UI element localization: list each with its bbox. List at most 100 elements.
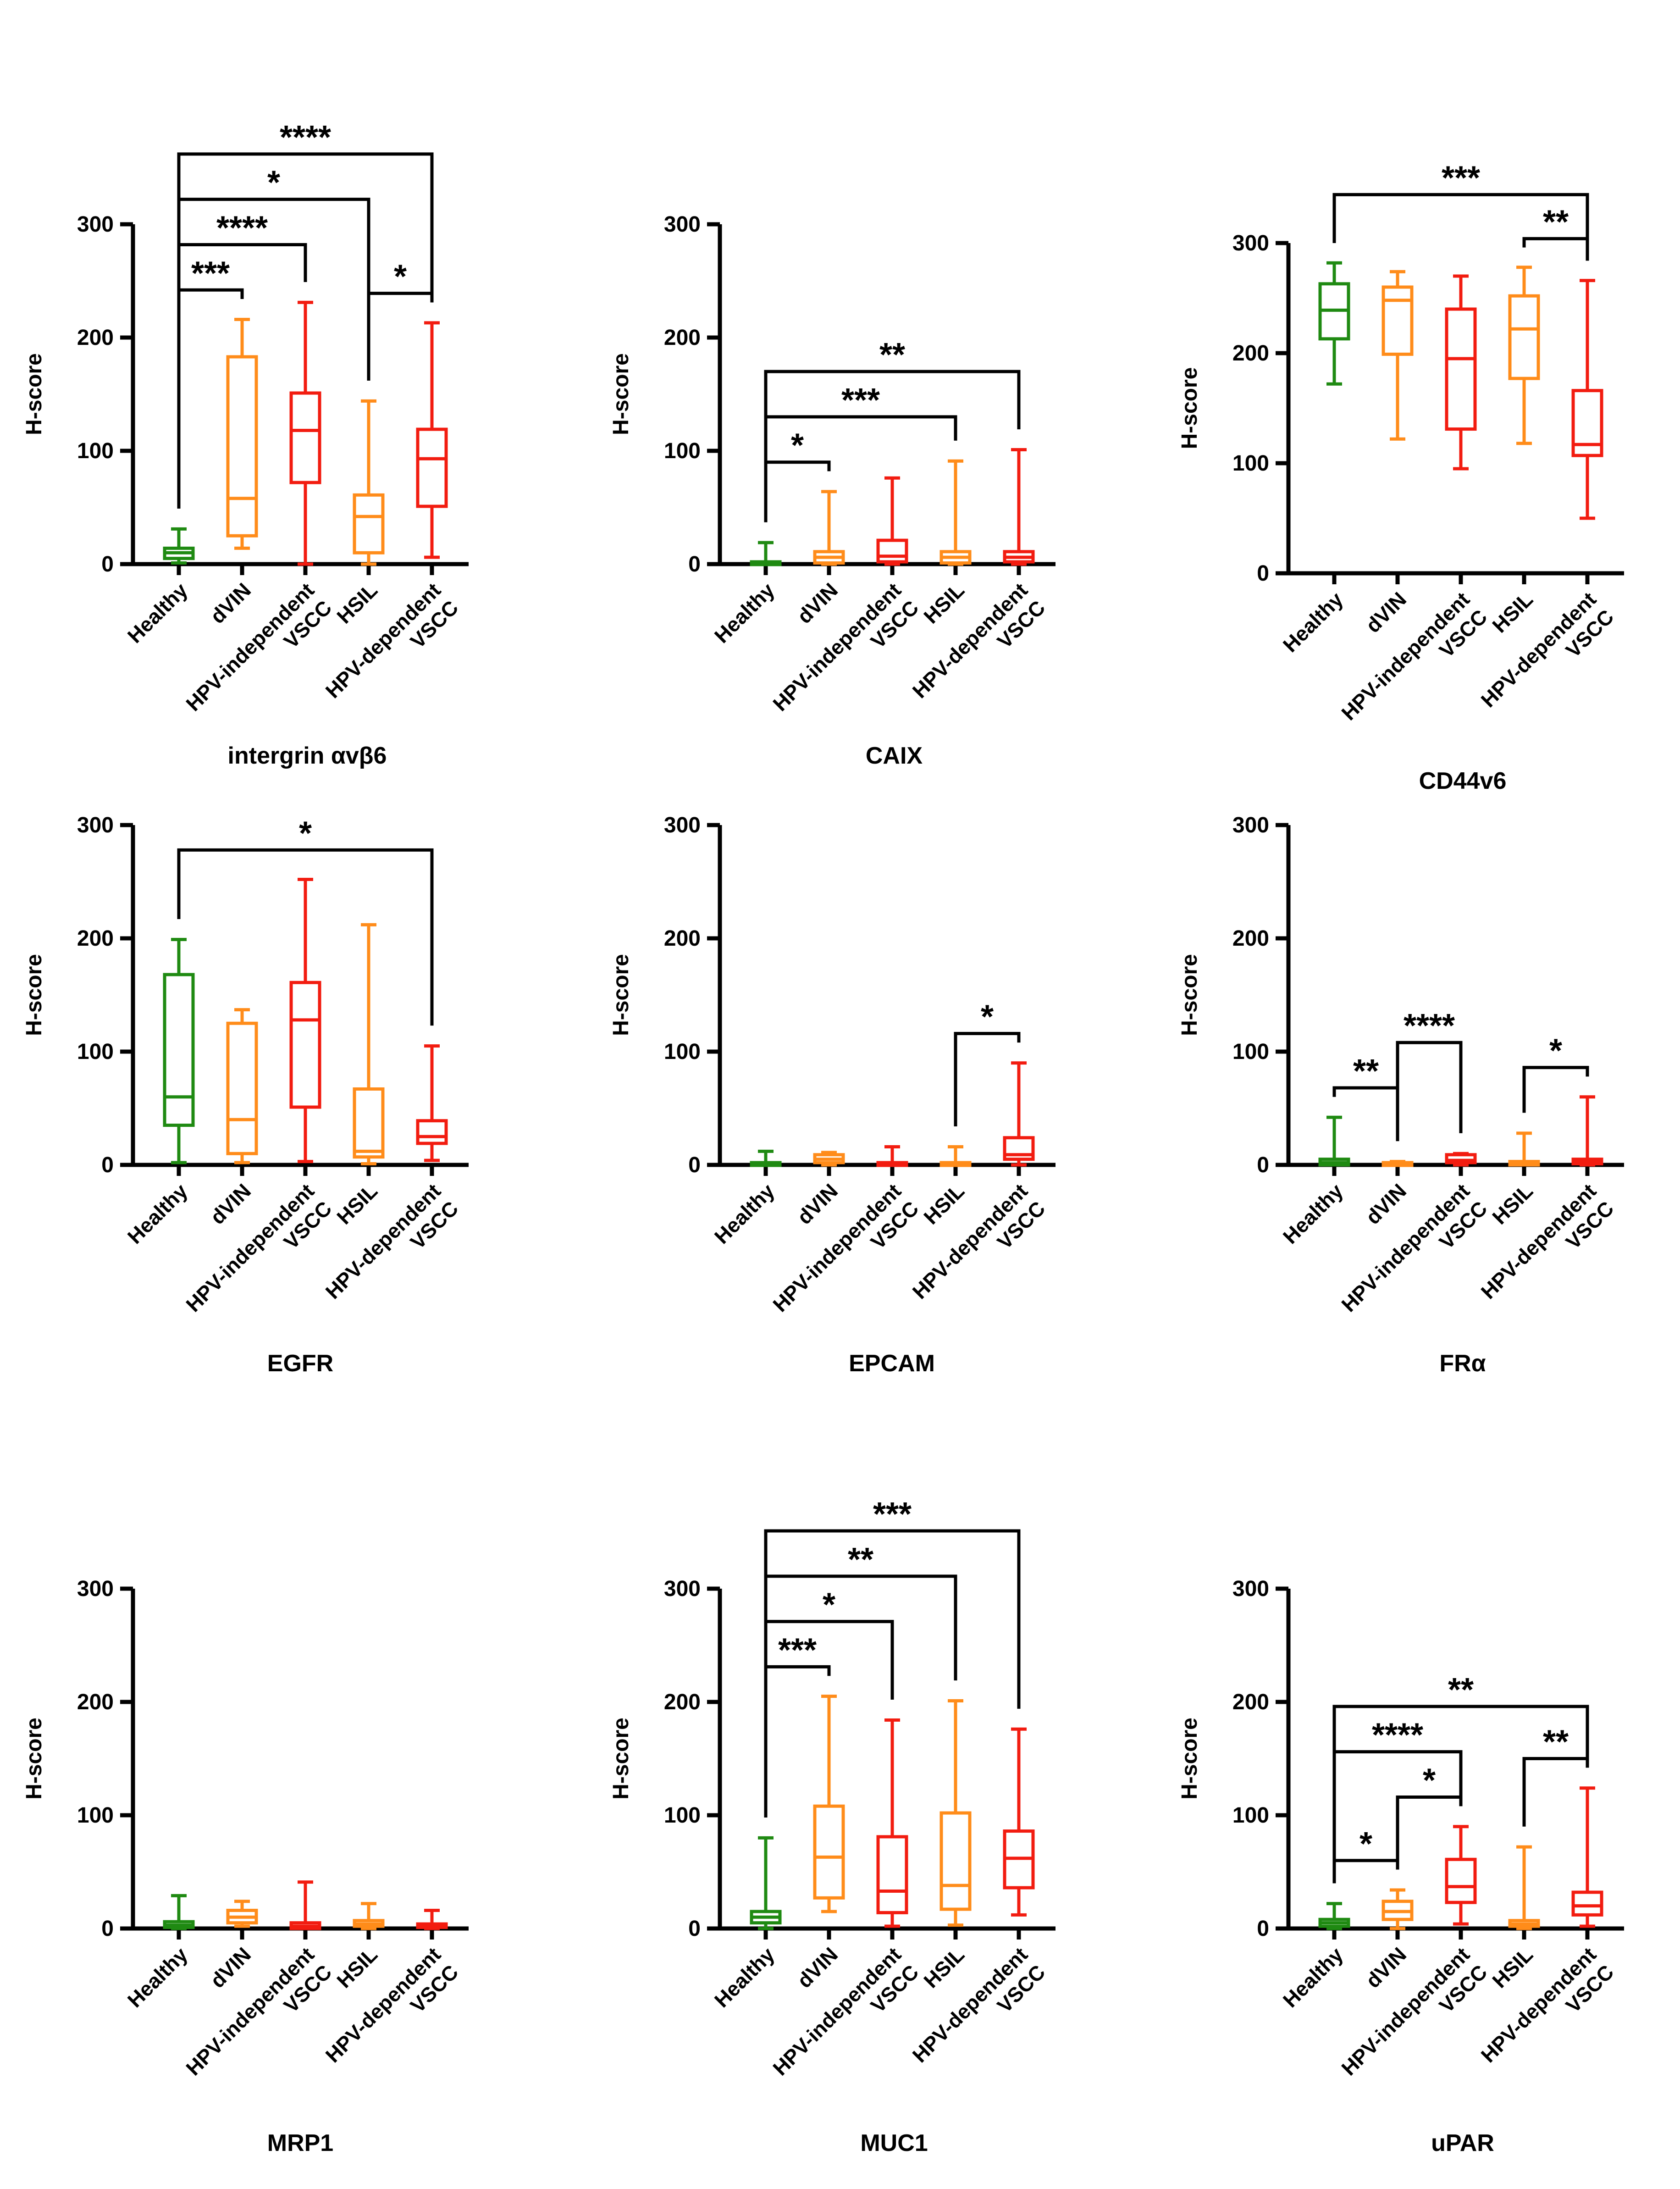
box-1 (813, 1695, 845, 1940)
bracket-line (177, 288, 244, 509)
chart-title: FRα (1439, 1350, 1486, 1377)
y-tick-label: 200 (77, 326, 114, 350)
significance-label: * (1423, 1762, 1436, 1799)
chart-panel-1: 0 100 200 300 H-score Healthy dVINHPV-independ… (609, 212, 1056, 769)
box-iqr (416, 427, 448, 508)
y-tick-label: 100 (664, 1803, 701, 1828)
x-tick-label: HPV-independentVSCC (768, 1943, 923, 2098)
bracket-line (1396, 1041, 1463, 1142)
significance-label: * (791, 427, 804, 464)
chart-title: MUC1 (860, 2130, 928, 2156)
y-tick-label: 100 (664, 1040, 701, 1064)
significance-bracket: **** (1396, 1008, 1463, 1142)
y-tick-label: 200 (664, 926, 701, 951)
significance-label: * (394, 259, 407, 295)
y-tick-label: 100 (77, 1040, 114, 1064)
box-4 (416, 1044, 448, 1176)
y-tick-label: 300 (664, 813, 701, 837)
box-4 (416, 321, 448, 575)
x-tick-label: Healthy (123, 1179, 192, 1248)
box-1 (226, 1900, 258, 1940)
significance-label: ** (1353, 1053, 1379, 1090)
bracket-line (764, 370, 1021, 522)
bracket-line (1332, 1705, 1589, 1884)
box-4 (1003, 1727, 1035, 1940)
box-3 (1508, 1131, 1540, 1176)
bracket-line (177, 152, 434, 509)
chart-panel-4: 0 100 200 300 H-score Healthy dVINHPV-independ… (609, 813, 1056, 1377)
x-tick-label: HPV-independentVSCC (182, 1179, 337, 1334)
box-0 (163, 937, 195, 1176)
box-2 (289, 878, 321, 1176)
bracket-line (1332, 1859, 1399, 1884)
box-1 (813, 1151, 845, 1176)
bracket-line (1522, 1066, 1589, 1113)
box-0 (750, 1149, 782, 1176)
bracket-line (367, 292, 434, 381)
significance-bracket: **** (177, 210, 307, 509)
y-tick-label: 200 (664, 1690, 701, 1714)
box-iqr (416, 1119, 448, 1145)
y-axis-label: H-score (609, 1718, 633, 1800)
chart-title: EGFR (267, 1350, 333, 1377)
x-tick-label: HSIL (332, 1179, 382, 1229)
y-axis-label: H-score (22, 353, 46, 435)
box-0 (1318, 261, 1350, 584)
significance-bracket: ** (764, 1541, 957, 1818)
box-3 (939, 1145, 972, 1176)
x-tick-label: HPV-dependentVSCC (1476, 1943, 1618, 2084)
bracket-line (764, 1665, 831, 1818)
y-tick-label: 0 (1257, 1153, 1269, 1177)
bracket-line (1332, 1086, 1399, 1142)
x-tick-label: HSIL (332, 1943, 382, 1993)
box-iqr (1003, 1136, 1035, 1161)
y-axis-label: H-score (609, 954, 633, 1036)
significance-label: * (267, 165, 280, 201)
y-tick-label: 300 (1232, 1577, 1269, 1601)
bracket-line (1332, 193, 1589, 261)
significance-bracket: * (367, 259, 434, 381)
x-tick-label: dVIN (206, 578, 256, 628)
chart-panel-0: 0 100 200 300 H-score Healthy dVINHPV-independ… (22, 119, 469, 769)
box-2 (876, 1718, 908, 1940)
significance-label: *** (778, 1632, 817, 1668)
x-tick-label: dVIN (1361, 1943, 1411, 1993)
y-tick-label: 0 (1257, 1917, 1269, 1941)
x-tick-label: HPV-dependentVSCC (321, 1179, 463, 1321)
significance-bracket: * (954, 998, 1021, 1127)
chart-title: CAIX (866, 743, 923, 769)
y-tick-label: 300 (77, 1577, 114, 1601)
x-tick-label: HPV-independentVSCC (1337, 1943, 1492, 2098)
y-tick-label: 0 (101, 1153, 114, 1177)
box-1 (1382, 1160, 1414, 1176)
x-tick-label: HPV-independentVSCC (1337, 587, 1492, 743)
x-tick-label: dVIN (793, 578, 843, 628)
box-4 (1003, 1061, 1035, 1176)
x-tick-label: HSIL (1488, 1943, 1538, 1993)
significance-label: *** (873, 1496, 912, 1533)
x-tick-label: HSIL (919, 578, 969, 628)
significance-label: **** (1372, 1717, 1423, 1754)
box-iqr (226, 355, 258, 538)
significance-bracket: *** (764, 1632, 831, 1818)
significance-bracket: *** (764, 1496, 1021, 1818)
x-tick-label: dVIN (1361, 587, 1411, 637)
significance-bracket: * (1396, 1762, 1463, 1870)
y-axis-label: H-score (1177, 954, 1202, 1036)
x-tick-label: HPV-dependentVSCC (908, 1179, 1050, 1321)
x-tick-label: HSIL (332, 578, 382, 628)
significance-label: * (1359, 1826, 1372, 1862)
y-tick-label: 100 (1232, 1803, 1269, 1828)
x-tick-label: dVIN (793, 1179, 843, 1229)
bracket-line (764, 1574, 957, 1818)
x-tick-label: HPV-independentVSCC (1337, 1179, 1492, 1334)
significance-label: *** (191, 255, 230, 292)
box-iqr (226, 1021, 258, 1155)
x-tick-label: dVIN (206, 1179, 256, 1229)
box-0 (750, 541, 782, 575)
y-tick-label: 300 (77, 212, 114, 237)
box-iqr (163, 973, 195, 1127)
y-tick-label: 200 (1232, 341, 1269, 366)
box-1 (226, 1008, 258, 1176)
